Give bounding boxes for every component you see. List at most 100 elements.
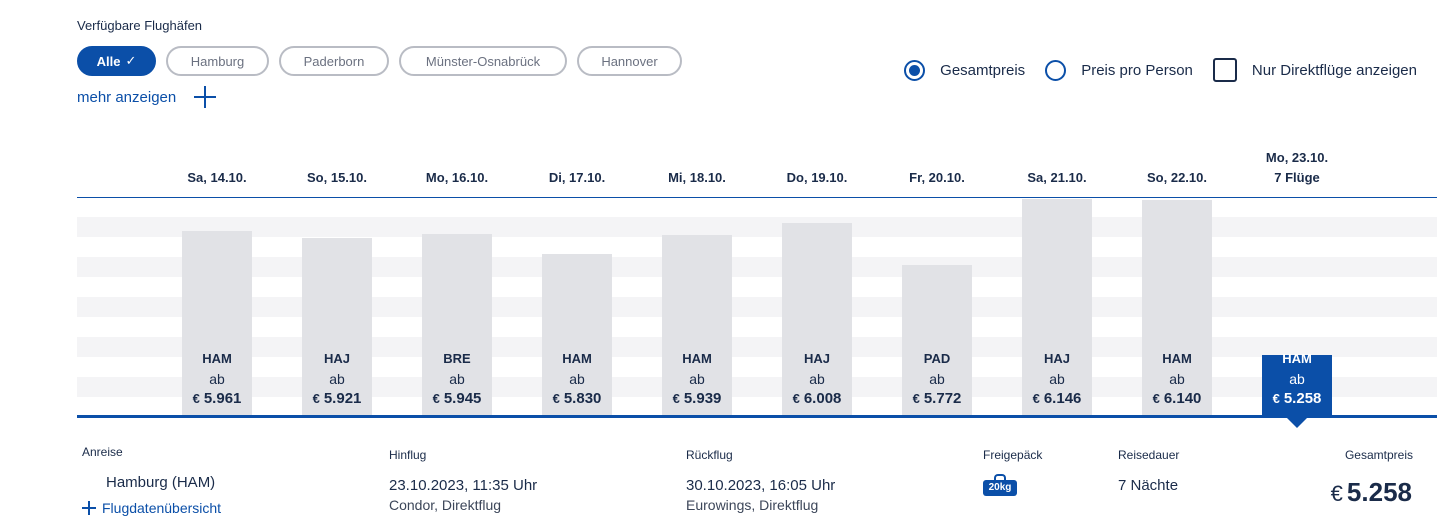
day-label: Fr, 20.10. bbox=[877, 168, 997, 188]
bar-prefix: ab bbox=[1289, 371, 1305, 387]
price-calendar-chart: Sa, 14.10. HAM ab €5.961 So, 15.10. HAJ ab €5.9… bbox=[77, 145, 1437, 430]
departure-airline: Condor, Direktflug bbox=[389, 497, 502, 513]
departure-label: Hinflug bbox=[389, 448, 427, 462]
outbound-label: Anreise bbox=[82, 445, 123, 459]
duration-label: Reisedauer bbox=[1118, 448, 1180, 462]
bar-airport-code: HAM bbox=[202, 350, 232, 366]
airport-filter-chips: Alle ✓ Hamburg Paderborn Münster-Osnabrü… bbox=[77, 46, 682, 76]
price-bar[interactable]: BRE ab €5.945 bbox=[422, 234, 492, 415]
day-label-date: Di, 17.10. bbox=[548, 170, 606, 185]
price-bar[interactable]: HAJ ab €6.146 bbox=[1022, 198, 1092, 415]
price-bar[interactable]: HAM ab €6.140 bbox=[1142, 199, 1212, 415]
chip-label: Hannover bbox=[601, 53, 658, 69]
checkbox-icon bbox=[1212, 58, 1237, 82]
flight-overview-label: Flugdatenübersicht bbox=[102, 500, 222, 516]
day-label-date: Do, 19.10. bbox=[786, 170, 848, 185]
total-price-value: 5.258 bbox=[1346, 477, 1412, 507]
chip-all[interactable]: Alle ✓ bbox=[77, 46, 156, 76]
day-label: So, 15.10. bbox=[277, 168, 397, 188]
chip-hamburg[interactable]: Hamburg bbox=[166, 46, 269, 76]
day-label: Sa, 21.10. bbox=[997, 168, 1117, 188]
bar-prefix: ab bbox=[929, 370, 945, 387]
plus-icon bbox=[194, 86, 217, 108]
direct-flights-label: Nur Direktflüge anzeigen bbox=[1251, 61, 1417, 79]
price-bar[interactable]: HAJ ab €5.921 bbox=[302, 238, 372, 415]
bar-price: €5.258 bbox=[1272, 390, 1322, 407]
price-bar[interactable]: HAM ab €5.939 bbox=[662, 235, 732, 415]
bar-airport-code: HAM bbox=[1282, 351, 1312, 366]
flight-overview-link[interactable]: Flugdatenübersicht bbox=[82, 500, 221, 516]
chip-paderborn[interactable]: Paderborn bbox=[279, 46, 389, 76]
bar-prefix: ab bbox=[689, 370, 705, 387]
price-bar[interactable]: HAM ab €5.830 bbox=[542, 254, 612, 415]
bar-price: €6.008 bbox=[792, 389, 842, 407]
bar-airport-code: HAJ bbox=[323, 350, 350, 366]
return-airline: Eurowings, Direktflug bbox=[686, 497, 819, 513]
day-label: Do, 19.10. bbox=[757, 168, 877, 188]
bar-prefix: ab bbox=[1169, 370, 1185, 387]
chart-top-line bbox=[77, 197, 1437, 198]
departure-datetime: 23.10.2023, 11:35 Uhr bbox=[389, 477, 538, 494]
currency-symbol: € bbox=[1330, 481, 1343, 506]
bar-airport-code: HAM bbox=[562, 350, 592, 366]
price-bar[interactable]: HAM ab €5.258 bbox=[1262, 351, 1332, 415]
baggage-label: Freigepäck bbox=[983, 448, 1043, 462]
day-label-date: Fr, 20.10. bbox=[909, 170, 965, 185]
bar-price: €5.772 bbox=[912, 389, 962, 407]
chip-label: Paderborn bbox=[303, 53, 365, 69]
bar-airport-code: HAM bbox=[1162, 350, 1192, 366]
day-label-date: Mo, 16.10. bbox=[425, 170, 489, 185]
per-person-label: Preis pro Person bbox=[1081, 61, 1193, 79]
day-label: So, 22.10. bbox=[1117, 168, 1237, 188]
day-label-flight-count: 7 Flüge bbox=[1274, 170, 1320, 185]
price-bar[interactable]: HAJ ab €6.008 bbox=[782, 223, 852, 415]
radio-selected-icon bbox=[904, 59, 926, 81]
outbound-airport: Hamburg (HAM) bbox=[106, 474, 216, 491]
price-bar[interactable]: PAD ab €5.772 bbox=[902, 264, 972, 415]
bar-prefix: ab bbox=[809, 370, 825, 387]
bar-prefix: ab bbox=[449, 370, 465, 387]
bar-prefix: ab bbox=[209, 370, 225, 387]
plus-icon bbox=[82, 501, 96, 515]
day-label-date: Mi, 18.10. bbox=[668, 170, 726, 185]
airports-label: Verfügbare Flughäfen bbox=[77, 18, 203, 33]
price-bar[interactable]: HAM ab €5.961 bbox=[182, 231, 252, 415]
duration-value: 7 Nächte bbox=[1118, 477, 1179, 494]
price-options: Gesamtpreis Preis pro Person Nur Direktf… bbox=[904, 58, 1417, 82]
bar-airport-code: HAM bbox=[682, 350, 712, 366]
selected-pointer bbox=[1287, 418, 1307, 428]
chip-label: Münster-Osnabrück bbox=[425, 53, 541, 69]
bar-airport-code: HAJ bbox=[803, 350, 830, 366]
day-label-date: So, 22.10. bbox=[1147, 170, 1207, 185]
chip-label: Hamburg bbox=[190, 53, 245, 69]
day-label-date: Mo, 23.10. bbox=[1265, 150, 1329, 165]
bar-price: €5.961 bbox=[192, 389, 242, 407]
day-label: Mo, 23.10. 7 Flüge bbox=[1237, 148, 1357, 188]
chip-hannover[interactable]: Hannover bbox=[577, 46, 682, 76]
chart-baseline bbox=[77, 415, 1437, 418]
check-icon: ✓ bbox=[125, 53, 137, 68]
per-person-radio[interactable]: Preis pro Person bbox=[1045, 59, 1193, 81]
day-label-date: So, 15.10. bbox=[307, 170, 367, 185]
day-label: Di, 17.10. bbox=[517, 168, 637, 188]
total-price: €5.258 bbox=[1331, 477, 1412, 508]
total-price-heading: Gesamtpreis bbox=[1344, 448, 1413, 462]
bar-price: €6.140 bbox=[1152, 389, 1202, 407]
return-label: Rückflug bbox=[686, 448, 733, 462]
bar-prefix: ab bbox=[1049, 370, 1065, 387]
show-more-label: mehr anzeigen bbox=[77, 88, 177, 106]
bar-airport-code: HAJ bbox=[1043, 350, 1070, 366]
bar-price: €5.945 bbox=[432, 389, 482, 407]
chip-muenster-osnabrueck[interactable]: Münster-Osnabrück bbox=[399, 46, 567, 76]
total-price-radio[interactable]: Gesamtpreis bbox=[904, 59, 1025, 81]
day-label-date: Sa, 14.10. bbox=[187, 170, 247, 185]
bar-airport-code: PAD bbox=[923, 350, 951, 366]
direct-flights-checkbox[interactable]: Nur Direktflüge anzeigen bbox=[1212, 58, 1417, 82]
show-more-button[interactable]: mehr anzeigen bbox=[77, 86, 217, 108]
baggage-icon: 20kg bbox=[983, 474, 1017, 496]
bar-prefix: ab bbox=[329, 370, 345, 387]
return-datetime: 30.10.2023, 16:05 Uhr bbox=[686, 477, 836, 494]
chip-label: Alle bbox=[96, 53, 121, 69]
day-label-date: Sa, 21.10. bbox=[1027, 170, 1087, 185]
bar-price: €5.921 bbox=[312, 389, 362, 407]
